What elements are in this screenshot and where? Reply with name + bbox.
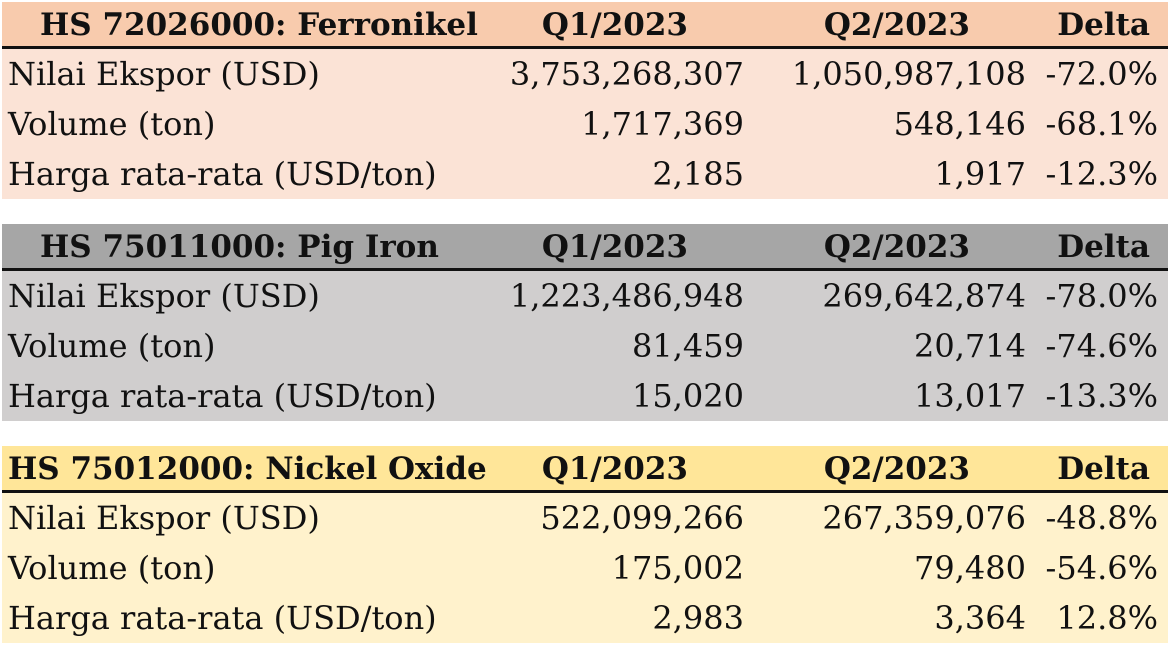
table-row: Nilai Ekspor (USD) 522,099,266 267,359,0… xyxy=(2,493,1168,543)
table-body: Nilai Ekspor (USD) 3,753,268,307 1,050,9… xyxy=(2,49,1168,199)
table-pig-iron: HS 75011000: Pig Iron Q1/2023 Q2/2023 De… xyxy=(2,224,1168,421)
row-label: Volume (ton) xyxy=(8,549,216,587)
table-header: HS 72026000: Ferronikel Q1/2023 Q2/2023 … xyxy=(2,2,1168,49)
q1-value: 15,020 xyxy=(632,377,744,415)
table-row: Volume (ton) 81,459 20,714 -74.6% xyxy=(2,321,1168,371)
column-header-q1: Q1/2023 xyxy=(541,7,688,43)
table-row: Volume (ton) 1,717,369 548,146 -68.1% xyxy=(2,99,1168,149)
column-header-q2: Q2/2023 xyxy=(823,7,970,43)
q1-value: 1,717,369 xyxy=(581,105,744,143)
q2-value: 79,480 xyxy=(914,549,1026,587)
table-title: HS 75012000: Nickel Oxide xyxy=(8,451,487,487)
row-label: Harga rata-rata (USD/ton) xyxy=(8,599,437,637)
q2-value: 548,146 xyxy=(893,105,1026,143)
row-label: Harga rata-rata (USD/ton) xyxy=(8,155,437,193)
table-body: Nilai Ekspor (USD) 522,099,266 267,359,0… xyxy=(2,493,1168,643)
delta-value: -13.3% xyxy=(1045,377,1158,415)
column-header-delta: Delta xyxy=(1057,451,1150,487)
row-label: Volume (ton) xyxy=(8,105,216,143)
column-header-delta: Delta xyxy=(1057,229,1150,265)
delta-value: -12.3% xyxy=(1045,155,1158,193)
table-header: HS 75012000: Nickel Oxide Q1/2023 Q2/202… xyxy=(2,446,1168,493)
delta-value: -74.6% xyxy=(1045,327,1158,365)
delta-value: -48.8% xyxy=(1045,499,1158,537)
table-ferronikel: HS 72026000: Ferronikel Q1/2023 Q2/2023 … xyxy=(2,2,1168,199)
q1-value: 2,983 xyxy=(652,599,744,637)
q2-value: 1,050,987,108 xyxy=(791,55,1026,93)
delta-value: -78.0% xyxy=(1045,277,1158,315)
q1-value: 2,185 xyxy=(652,155,744,193)
table-header: HS 75011000: Pig Iron Q1/2023 Q2/2023 De… xyxy=(2,224,1168,271)
row-label: Volume (ton) xyxy=(8,327,216,365)
q2-value: 13,017 xyxy=(914,377,1026,415)
row-label: Nilai Ekspor (USD) xyxy=(8,277,320,315)
delta-value: 12.8% xyxy=(1056,599,1158,637)
q1-value: 3,753,268,307 xyxy=(509,55,744,93)
table-title: HS 72026000: Ferronikel xyxy=(40,7,478,43)
table-row: Nilai Ekspor (USD) 1,223,486,948 269,642… xyxy=(2,271,1168,321)
row-label: Nilai Ekspor (USD) xyxy=(8,499,320,537)
q2-value: 3,364 xyxy=(934,599,1026,637)
table-row: Nilai Ekspor (USD) 3,753,268,307 1,050,9… xyxy=(2,49,1168,99)
table-row: Harga rata-rata (USD/ton) 2,983 3,364 12… xyxy=(2,593,1168,643)
row-label: Harga rata-rata (USD/ton) xyxy=(8,377,437,415)
table-row: Harga rata-rata (USD/ton) 2,185 1,917 -1… xyxy=(2,149,1168,199)
q1-value: 522,099,266 xyxy=(540,499,744,537)
q2-value: 267,359,076 xyxy=(822,499,1026,537)
delta-value: -54.6% xyxy=(1045,549,1158,587)
delta-value: -68.1% xyxy=(1045,105,1158,143)
row-label: Nilai Ekspor (USD) xyxy=(8,55,320,93)
q1-value: 1,223,486,948 xyxy=(509,277,744,315)
table-body: Nilai Ekspor (USD) 1,223,486,948 269,642… xyxy=(2,271,1168,421)
delta-value: -72.0% xyxy=(1045,55,1158,93)
q1-value: 175,002 xyxy=(611,549,744,587)
q2-value: 1,917 xyxy=(934,155,1026,193)
table-nickel-oxide: HS 75012000: Nickel Oxide Q1/2023 Q2/202… xyxy=(2,446,1168,643)
column-header-q1: Q1/2023 xyxy=(541,451,688,487)
column-header-q2: Q2/2023 xyxy=(823,451,970,487)
table-title: HS 75011000: Pig Iron xyxy=(40,229,439,265)
table-row: Volume (ton) 175,002 79,480 -54.6% xyxy=(2,543,1168,593)
q2-value: 20,714 xyxy=(914,327,1026,365)
table-row: Harga rata-rata (USD/ton) 15,020 13,017 … xyxy=(2,371,1168,421)
column-header-q2: Q2/2023 xyxy=(823,229,970,265)
column-header-delta: Delta xyxy=(1057,7,1150,43)
q1-value: 81,459 xyxy=(632,327,744,365)
q2-value: 269,642,874 xyxy=(822,277,1026,315)
column-header-q1: Q1/2023 xyxy=(541,229,688,265)
